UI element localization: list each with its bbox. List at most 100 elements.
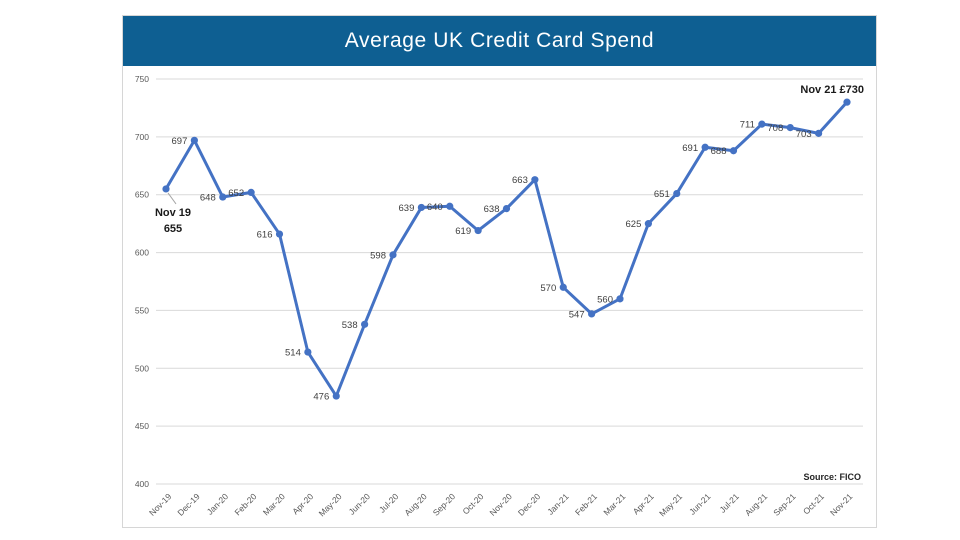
data-point [758,120,766,128]
data-point [616,295,624,303]
svg-text:Sep-20: Sep-20 [431,491,458,518]
svg-text:Apr-20: Apr-20 [290,491,315,516]
chart-header-bar: Average UK Credit Card Spend [123,16,876,66]
data-point [162,185,170,193]
svg-text:Dec-20: Dec-20 [516,491,543,518]
data-label: 697 [172,136,188,147]
data-point [502,205,511,213]
chart-card: Average UK Credit Card Spend 400 450 500 55… [122,15,877,528]
data-label: 663 [512,175,528,186]
data-label: 648 [200,193,216,204]
data-label: 708 [767,123,783,134]
x-axis-labels: Nov-19 Dec-19 Jan-20 Feb-20 Mar-20 Apr-20 May-… [147,491,855,518]
svg-text:Jul-20: Jul-20 [377,491,401,515]
data-label: 638 [484,204,500,215]
data-label: 625 [626,219,642,230]
data-point [417,203,425,212]
data-label: 514 [285,348,301,359]
data-point [219,193,227,201]
data-point [531,176,539,184]
series-line [164,100,849,398]
data-point [275,230,284,238]
data-point [815,129,823,137]
data-label: 560 [597,294,613,305]
data-point [304,348,312,356]
svg-text:Aug-21: Aug-21 [743,491,770,518]
data-point [701,143,709,151]
data-label: 538 [342,320,358,331]
last-point-label: Nov 21 £730 [800,84,864,96]
data-point [332,392,340,400]
data-label: 476 [313,392,329,403]
data-label: 639 [399,203,415,214]
data-points [162,98,851,400]
svg-text:Feb-21: Feb-21 [573,491,599,517]
data-point [729,147,738,155]
svg-text:700: 700 [135,132,149,142]
data-point [446,202,454,210]
svg-text:Jun-21: Jun-21 [687,491,713,517]
chart-title: Average UK Credit Card Spend [344,29,655,52]
svg-text:Mar-21: Mar-21 [601,491,627,517]
data-label: 598 [370,250,386,261]
svg-text:650: 650 [135,190,149,200]
svg-text:Mar-20: Mar-20 [261,491,287,517]
data-label: 570 [540,283,556,294]
chart-area: 400 450 500 550 600 650 700 750 Nov-19 Dec-19 Jan-… [123,66,876,527]
svg-text:Oct-20: Oct-20 [460,491,485,516]
data-label: 688 [711,146,727,157]
svg-text:May-21: May-21 [657,491,684,518]
svg-text:750: 750 [135,74,149,84]
svg-text:550: 550 [135,305,149,315]
data-point [247,188,255,196]
svg-text:Dec-19: Dec-19 [175,491,202,518]
svg-text:400: 400 [135,479,149,489]
svg-text:Jul-21: Jul-21 [717,491,741,515]
data-label: 640 [427,202,443,213]
svg-text:655: 655 [164,223,182,235]
data-label: 711 [740,120,755,131]
data-label: 691 [682,143,698,154]
data-point [673,189,681,198]
svg-text:Apr-21: Apr-21 [631,491,656,516]
data-label: 652 [228,188,244,199]
data-point [786,124,794,132]
data-point [474,226,482,235]
svg-text:Nov-21: Nov-21 [828,491,855,518]
data-point [190,136,198,144]
svg-text:600: 600 [135,248,149,258]
svg-text:Jun-20: Jun-20 [347,491,373,517]
svg-text:Source: FICO: Source: FICO [803,472,861,482]
data-label: 547 [569,309,585,320]
data-point [559,283,567,291]
data-label: 619 [455,226,471,237]
svg-text:Nov 21 £730: Nov 21 £730 [800,84,864,96]
data-label: 616 [257,230,273,241]
svg-text:Sep-21: Sep-21 [771,491,798,518]
svg-text:Feb-20: Feb-20 [232,491,258,517]
svg-text:Oct-21: Oct-21 [801,491,826,516]
data-point [843,98,851,106]
gridlines [156,78,863,485]
svg-text:450: 450 [135,421,149,431]
data-point [361,320,369,328]
svg-text:Aug-20: Aug-20 [402,491,429,518]
svg-text:Nov 19: Nov 19 [155,207,191,219]
svg-text:500: 500 [135,363,149,373]
svg-text:Jan-21: Jan-21 [545,491,571,517]
svg-text:Jan-20: Jan-20 [205,491,231,517]
svg-text:Nov-19: Nov-19 [147,491,174,518]
data-point [644,220,652,228]
source-note: Source: FICO [803,472,861,482]
y-axis-labels: 400 450 500 550 600 650 700 750 [135,74,149,489]
data-point [588,310,596,318]
data-point [389,251,397,259]
data-labels: 697 648 652 616 514 476 538 598 639 640 619 638 663 5… [172,120,812,403]
svg-text:May-20: May-20 [317,491,344,518]
data-label: 651 [654,189,670,200]
data-label: 703 [796,129,812,140]
svg-text:Nov-20: Nov-20 [487,491,514,518]
first-point-callout: Nov 19 655 [155,192,191,235]
